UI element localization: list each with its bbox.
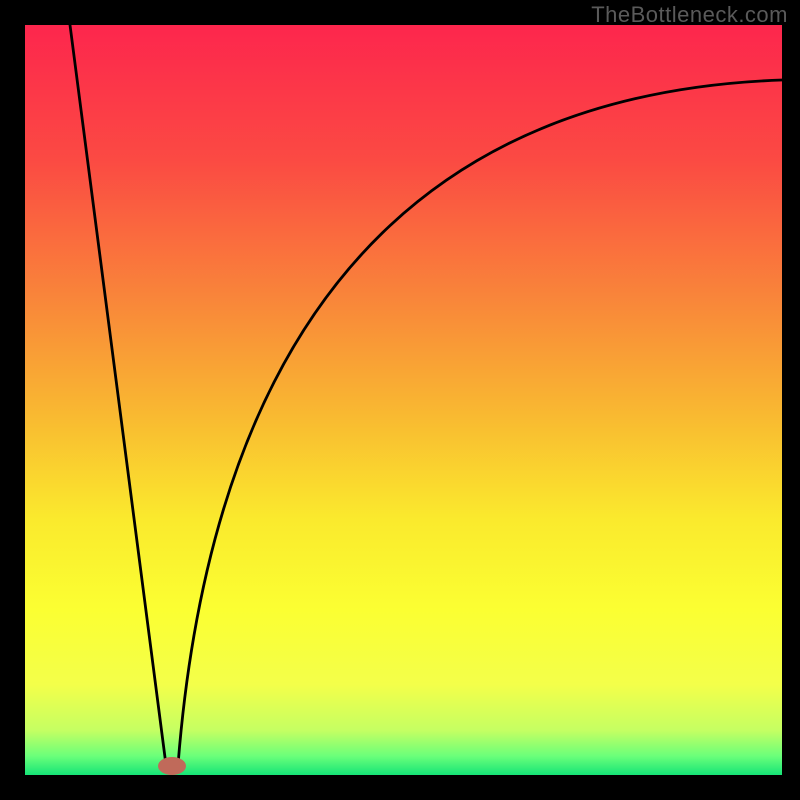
minimum-marker [158,757,186,775]
chart-frame: TheBottleneck.com [0,0,800,800]
bottleneck-curves [0,0,800,800]
watermark-text: TheBottleneck.com [591,2,788,28]
